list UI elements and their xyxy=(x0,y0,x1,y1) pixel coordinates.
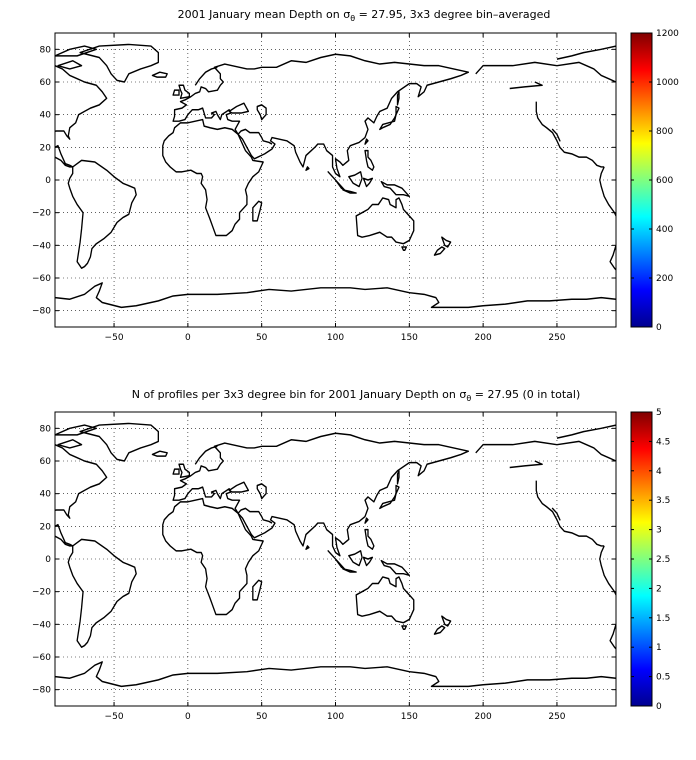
title-text-a: 2001 January mean Depth on xyxy=(178,8,344,21)
y-tick-label: −80 xyxy=(32,686,51,696)
x-tick-label: −50 xyxy=(105,712,124,722)
colorbar-tick-label: 5 xyxy=(656,408,662,418)
x-tick-label: 0 xyxy=(185,333,191,343)
x-tick-label: 150 xyxy=(401,333,418,343)
colorbar-tick-label: 4 xyxy=(656,467,662,477)
x-tick-label: 50 xyxy=(256,333,268,343)
title-theta-subscript: θ xyxy=(466,394,471,403)
x-tick-label: 200 xyxy=(475,712,492,722)
colorbar-tick-label: 1 xyxy=(656,643,662,653)
x-tick-label: 50 xyxy=(256,712,268,722)
x-tick-label: −50 xyxy=(105,333,124,343)
colorbar-1-ticks: 0 200 400 600 800 1000 1200 xyxy=(631,29,679,333)
colorbar-tick-label: 2.5 xyxy=(656,555,670,565)
y-tick-label: −20 xyxy=(32,209,51,219)
map-2-y-ticks: 80 60 40 20 0 −20 −40 −60 −80 xyxy=(32,424,616,696)
colorbar-2 xyxy=(630,411,653,707)
colorbar-tick-label: 4.5 xyxy=(656,437,670,447)
y-tick-label: 80 xyxy=(40,45,52,55)
map-1-title: 2001 January mean Depth on σθ = 27.95, 3… xyxy=(178,8,551,23)
map-panel-1: 2001 January mean Depth on σθ = 27.95, 3… xyxy=(32,8,679,343)
colorbar-tick-label: 0 xyxy=(656,323,662,333)
map-1-coastlines xyxy=(55,43,616,309)
colorbar-tick-label: 3.5 xyxy=(656,496,670,506)
map-2-title: N of profiles per 3x3 degree bin for 200… xyxy=(132,388,580,403)
y-tick-label: −60 xyxy=(32,274,51,284)
y-tick-label: 40 xyxy=(40,490,52,500)
y-tick-label: 80 xyxy=(40,424,52,434)
colorbar-1 xyxy=(630,32,653,328)
map-1-y-ticks: 80 60 40 20 0 −20 −40 −60 −80 xyxy=(32,45,616,317)
x-tick-label: 100 xyxy=(327,712,344,722)
y-tick-label: −40 xyxy=(32,241,51,251)
map-2-grid xyxy=(55,412,616,706)
title-text-b: = 27.95, 3x3 degree bin–averaged xyxy=(355,8,550,21)
colorbar-tick-label: 200 xyxy=(656,274,673,284)
y-tick-label: 40 xyxy=(40,111,52,121)
colorbar-tick-label: 1.5 xyxy=(656,614,670,624)
x-tick-label: 150 xyxy=(401,712,418,722)
y-tick-label: 60 xyxy=(40,78,52,88)
y-tick-label: −20 xyxy=(32,588,51,598)
colorbar-tick-label: 600 xyxy=(656,176,673,186)
title-sigma: σ xyxy=(459,388,466,401)
colorbar-tick-label: 0.5 xyxy=(656,673,670,683)
title-theta-subscript: θ xyxy=(350,14,355,23)
colorbar-tick-label: 400 xyxy=(656,225,673,235)
y-tick-label: 20 xyxy=(40,143,52,153)
colorbar-tick-label: 1200 xyxy=(656,29,679,39)
y-tick-label: 0 xyxy=(45,176,51,186)
colorbar-tick-label: 3 xyxy=(656,526,662,536)
x-tick-label: 0 xyxy=(185,712,191,722)
x-tick-label: 200 xyxy=(475,333,492,343)
map-1-grid xyxy=(55,33,616,327)
y-tick-label: −60 xyxy=(32,653,51,663)
map-1-x-ticks: −50 0 50 100 150 200 250 xyxy=(105,33,566,343)
x-tick-label: 100 xyxy=(327,333,344,343)
y-tick-label: −80 xyxy=(32,307,51,317)
map-2-x-ticks: −50 0 50 100 150 200 250 xyxy=(105,412,566,722)
colorbar-2-ticks: 0 0.5 1 1.5 2 2.5 3 3.5 4 4.5 5 xyxy=(631,408,670,712)
x-tick-label: 250 xyxy=(548,333,565,343)
y-tick-label: −40 xyxy=(32,620,51,630)
y-tick-label: 60 xyxy=(40,457,52,467)
x-tick-label: 250 xyxy=(548,712,565,722)
colorbar-tick-label: 800 xyxy=(656,127,673,137)
colorbar-tick-label: 0 xyxy=(656,702,662,712)
title-sigma: σ xyxy=(343,8,350,21)
colorbar-tick-label: 1000 xyxy=(656,78,679,88)
map-2-coastlines xyxy=(55,422,616,688)
y-tick-label: 20 xyxy=(40,522,52,532)
map-panel-2: N of profiles per 3x3 degree bin for 200… xyxy=(32,388,670,722)
colorbar-tick-label: 2 xyxy=(656,584,662,594)
y-tick-label: 0 xyxy=(45,555,51,565)
title-text-b: = 27.95 (0 in total) xyxy=(471,388,580,401)
title-text-a: N of profiles per 3x3 degree bin for 200… xyxy=(132,388,460,401)
